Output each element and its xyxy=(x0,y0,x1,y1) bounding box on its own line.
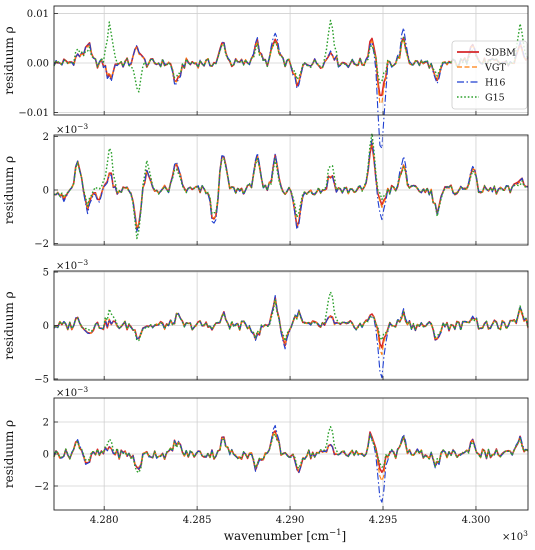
y-offset-label: ×10−3 xyxy=(56,122,88,136)
x-tick-label: 4.290 xyxy=(276,515,305,526)
x-axis-label: wavenumber [cm−1] xyxy=(224,528,346,543)
panel-4: 4.280 4.285 4.290 4.295 4.300 −2 0 2 ×10−3 residu… xyxy=(2,385,529,543)
y-tick-label: −2 xyxy=(34,239,49,250)
legend-label: G15 xyxy=(485,93,505,104)
y-offset-label: ×10−3 xyxy=(56,258,88,272)
y-offset-label: ×10−3 xyxy=(56,385,88,399)
y-axis-label: residuum ρ xyxy=(2,26,16,94)
y-tick-label: −5 xyxy=(34,374,49,385)
legend-label: VGT xyxy=(484,63,506,74)
axes-frame xyxy=(53,5,529,116)
series-line-g15 xyxy=(53,19,529,93)
y-tick-label: −2 xyxy=(34,482,49,493)
panel-2: −2 0 2 ×10−3 residuum ρ xyxy=(2,122,529,250)
y-tick-label: 0.01 xyxy=(27,9,49,20)
legend-box xyxy=(451,40,528,110)
y-axis-label: residuum ρ xyxy=(2,156,16,224)
panel-3: −5 0 5 ×10−3 residuum ρ xyxy=(2,258,529,385)
x-tick-label: 4.300 xyxy=(462,515,491,526)
series-line-h16 xyxy=(54,138,529,232)
x-tick-label: 4.280 xyxy=(90,515,119,526)
y-axis-label: residuum ρ xyxy=(2,291,16,359)
y-axis-label: residuum ρ xyxy=(2,420,16,488)
panel-1: −0.01 0.00 0.01 residuum ρ SDBM VGT H16 G15 xyxy=(2,5,529,149)
series-line-h16 xyxy=(53,27,529,149)
y-tick-label: −0.01 xyxy=(18,108,49,119)
series-line-g15 xyxy=(53,291,529,342)
x-offset-label: ×103 xyxy=(502,529,528,543)
series-line-g15 xyxy=(53,132,529,240)
y-tick-label: 0 xyxy=(43,450,49,461)
y-tick-label: 0 xyxy=(43,186,49,197)
y-tick-label: 0.00 xyxy=(27,58,49,69)
legend-label: SDBM xyxy=(485,48,516,59)
series-line-vgt xyxy=(53,139,529,229)
legend: SDBM VGT H16 G15 xyxy=(451,40,528,110)
y-tick-label: 5 xyxy=(43,268,49,279)
series-line-h16 xyxy=(53,424,529,503)
x-tick-label: 4.285 xyxy=(183,515,212,526)
legend-label: H16 xyxy=(485,78,505,89)
x-tick-label: 4.295 xyxy=(369,515,398,526)
y-tick-label: 2 xyxy=(43,418,49,429)
y-tick-label: 0 xyxy=(43,321,49,332)
series-line-h16 xyxy=(53,294,529,379)
y-tick-label: 2 xyxy=(43,132,49,143)
series-line-g15 xyxy=(53,426,529,474)
series-line-sdbm xyxy=(53,142,529,231)
